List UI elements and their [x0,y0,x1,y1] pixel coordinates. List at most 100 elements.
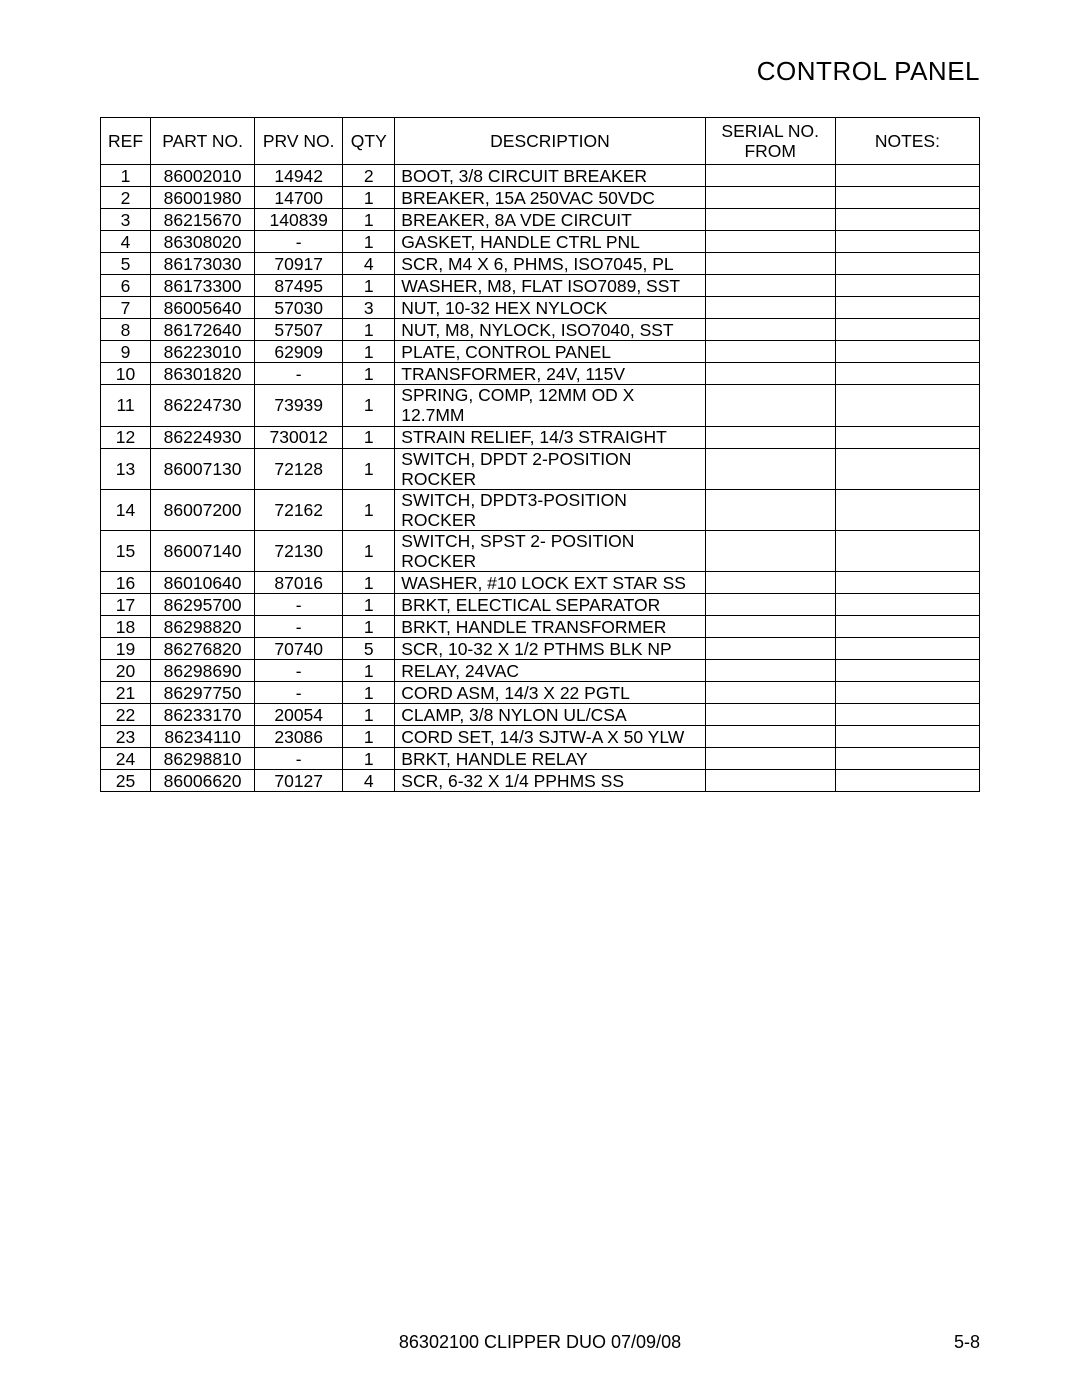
cell-serial [705,531,835,572]
cell-serial [705,448,835,489]
cell-serial [705,726,835,748]
cell-ref: 20 [101,660,151,682]
cell-ref: 16 [101,572,151,594]
cell-desc: BREAKER, 8A VDE CIRCUIT [395,209,705,231]
cell-qty: 4 [343,770,395,792]
cell-ref: 17 [101,594,151,616]
cell-part: 86308020 [151,231,255,253]
table-row: 1986276820707405SCR, 10-32 X 1/2 PTHMS B… [101,638,980,660]
cell-qty: 1 [343,616,395,638]
cell-qty: 1 [343,531,395,572]
cell-qty: 1 [343,660,395,682]
table-row: 2086298690-1RELAY, 24VAC [101,660,980,682]
cell-notes [835,660,979,682]
cell-ref: 25 [101,770,151,792]
cell-qty: 1 [343,704,395,726]
cell-qty: 1 [343,385,395,426]
cell-serial [705,165,835,187]
cell-prv: 20054 [255,704,343,726]
cell-qty: 2 [343,165,395,187]
cell-serial [705,489,835,530]
cell-part: 86234110 [151,726,255,748]
cell-notes [835,165,979,187]
table-row: 1386007130721281SWITCH, DPDT 2-POSITION … [101,448,980,489]
table-row: 1786295700-1BRKT, ELECTICAL SEPARATOR [101,594,980,616]
cell-serial [705,275,835,297]
cell-notes [835,770,979,792]
cell-part: 86298810 [151,748,255,770]
cell-desc: WASHER, M8, FLAT ISO7089, SST [395,275,705,297]
cell-ref: 18 [101,616,151,638]
cell-notes [835,297,979,319]
col-ref: REF [101,118,151,165]
cell-prv: - [255,231,343,253]
cell-desc: SWITCH, DPDT 2-POSITION ROCKER [395,448,705,489]
cell-serial [705,572,835,594]
table-row: 1886298820-1BRKT, HANDLE TRANSFORMER [101,616,980,638]
col-part: PART NO. [151,118,255,165]
cell-ref: 2 [101,187,151,209]
table-row: 186002010149422BOOT, 3/8 CIRCUIT BREAKER [101,165,980,187]
cell-notes [835,363,979,385]
cell-part: 86172640 [151,319,255,341]
table-row: 2386234110230861CORD SET, 14/3 SJTW-A X … [101,726,980,748]
cell-serial [705,363,835,385]
table-header-row: REF PART NO. PRV NO. QTY DESCRIPTION SER… [101,118,980,165]
cell-notes [835,319,979,341]
cell-serial [705,594,835,616]
cell-notes [835,231,979,253]
cell-prv: 72128 [255,448,343,489]
table-row: 1686010640870161WASHER, #10 LOCK EXT STA… [101,572,980,594]
cell-part: 86006620 [151,770,255,792]
cell-part: 86007200 [151,489,255,530]
cell-prv: 57030 [255,297,343,319]
cell-ref: 22 [101,704,151,726]
cell-notes [835,726,979,748]
cell-notes [835,572,979,594]
cell-prv: 140839 [255,209,343,231]
cell-desc: STRAIN RELIEF, 14/3 STRAIGHT [395,426,705,448]
cell-qty: 1 [343,319,395,341]
cell-qty: 1 [343,231,395,253]
cell-prv: - [255,660,343,682]
cell-serial [705,209,835,231]
cell-ref: 12 [101,426,151,448]
cell-prv: 72130 [255,531,343,572]
table-row: 2286233170200541CLAMP, 3/8 NYLON UL/CSA [101,704,980,726]
cell-desc: CORD SET, 14/3 SJTW-A X 50 YLW [395,726,705,748]
cell-ref: 5 [101,253,151,275]
table-row: 886172640575071NUT, M8, NYLOCK, ISO7040,… [101,319,980,341]
cell-serial [705,682,835,704]
cell-qty: 1 [343,726,395,748]
cell-prv: - [255,616,343,638]
cell-serial [705,748,835,770]
cell-notes [835,187,979,209]
cell-serial [705,704,835,726]
cell-notes [835,616,979,638]
cell-qty: 1 [343,572,395,594]
cell-part: 86007130 [151,448,255,489]
page-footer: 86302100 CLIPPER DUO 07/09/08 5-8 [100,1332,980,1353]
cell-ref: 19 [101,638,151,660]
table-row: 1586007140721301SWITCH, SPST 2- POSITION… [101,531,980,572]
cell-ref: 14 [101,489,151,530]
cell-qty: 1 [343,426,395,448]
cell-part: 86297750 [151,682,255,704]
cell-prv: - [255,594,343,616]
cell-serial [705,187,835,209]
cell-desc: RELAY, 24VAC [395,660,705,682]
cell-prv: 62909 [255,341,343,363]
cell-notes [835,682,979,704]
table-row: 686173300874951WASHER, M8, FLAT ISO7089,… [101,275,980,297]
page: CONTROL PANEL REF PART NO. PRV NO. QTY D… [0,0,1080,1397]
parts-table: REF PART NO. PRV NO. QTY DESCRIPTION SER… [100,117,980,792]
cell-ref: 8 [101,319,151,341]
cell-prv: 730012 [255,426,343,448]
cell-part: 86298690 [151,660,255,682]
cell-qty: 1 [343,187,395,209]
col-serial: SERIAL NO. FROM [705,118,835,165]
cell-notes [835,385,979,426]
cell-desc: SWITCH, DPDT3-POSITION ROCKER [395,489,705,530]
table-row: 3862156701408391BREAKER, 8A VDE CIRCUIT [101,209,980,231]
cell-part: 86224730 [151,385,255,426]
